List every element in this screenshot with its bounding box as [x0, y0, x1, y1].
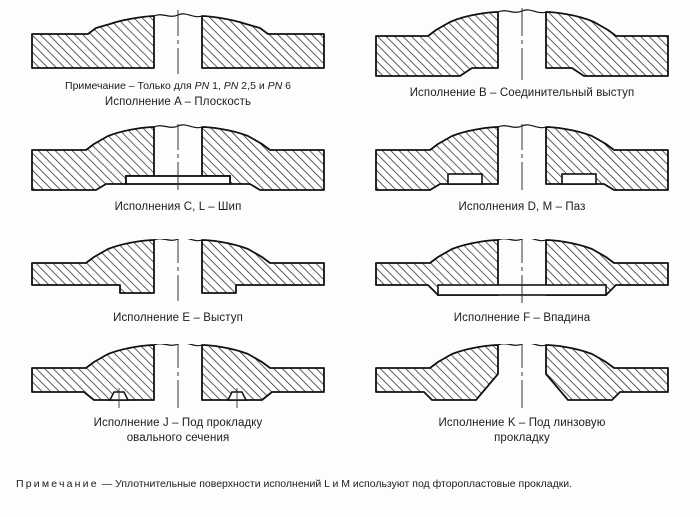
flange-body-cl — [31, 124, 325, 191]
flange-body-j — [31, 344, 325, 408]
figure-caption-j-line2: овального сечения — [126, 432, 230, 444]
figure-caption-b: Исполнение B – Соединительный выступ — [409, 87, 635, 99]
flange-section-cl — [31, 124, 325, 191]
footer-note-lead: Примечание — [16, 478, 99, 490]
pn-label: PN — [223, 80, 239, 92]
figure-caption-k-line2: прокладку — [494, 432, 550, 444]
figure-caption-k-line1: Исполнение K – Под линзовую — [438, 417, 606, 429]
figure-cell-j: Исполнение J – Под прокладку овального с… — [8, 344, 348, 446]
figure-caption-k: Исполнение K – Под линзовую прокладку — [352, 416, 692, 446]
figure-cell-cl: Исполнения C, L – Шип — [8, 124, 348, 215]
figure-prenote-a: Примечание – Только для PN 1, PN 2,5 и P… — [65, 80, 291, 92]
footer-note-text: Примечание — Уплотнительные поверхности … — [16, 476, 686, 492]
break-line-e — [153, 239, 203, 242]
flange-section-j — [31, 344, 325, 408]
flange-section-e — [31, 239, 325, 301]
flange-section-dm — [375, 124, 669, 191]
flange-body-k — [375, 344, 669, 408]
flange-body-a — [31, 10, 325, 74]
break-line-f — [497, 239, 547, 242]
flange-body-e — [31, 239, 325, 301]
figure-caption-e: Исполнение E – Выступ — [113, 312, 243, 324]
flange-section-a — [31, 10, 325, 74]
sheet-footer-note: Примечание — Уплотнительные поверхности … — [0, 476, 700, 492]
figure-caption-a: Исполнение A – Плоскость — [104, 96, 252, 108]
figure-caption-cl: Исполнения C, L – Шип — [114, 201, 242, 213]
figure-cell-dm: Исполнения D, M – Паз — [352, 124, 692, 215]
figure-grid: Примечание – Только для PN 1, PN 2,5 и P… — [8, 6, 692, 446]
figure-caption-j-line1: Исполнение J – Под прокладку — [93, 417, 263, 429]
figure-cell-k: Исполнение K – Под линзовую прокладку — [352, 344, 692, 446]
footer-note-body: Уплотнительные поверхности исполнений L … — [115, 478, 573, 490]
figure-caption-dm: Исполнения D, M – Паз — [458, 201, 586, 213]
flange-section-f — [375, 239, 669, 303]
figure-caption-f: Исполнение F – Впадина — [453, 312, 591, 324]
flange-section-b — [375, 8, 669, 80]
groove-pocket-left-dm — [447, 173, 483, 185]
flange-body-dm — [375, 124, 669, 191]
break-line-j — [153, 344, 203, 347]
groove-pocket-right-dm — [561, 173, 597, 185]
pn-label: PN — [194, 80, 210, 92]
figure-cell-a: Примечание – Только для PN 1, PN 2,5 и P… — [8, 6, 348, 110]
figure-caption-j: Исполнение J – Под прокладку овального с… — [8, 416, 348, 446]
figure-cell-e: Исполнение E – Выступ — [8, 239, 348, 326]
flange-body-b — [375, 8, 669, 80]
figure-cell-f: Исполнение F – Впадина — [352, 239, 692, 326]
flange-section-k — [375, 344, 669, 408]
footer-note-dash: — — [98, 478, 116, 490]
flange-body-f — [375, 239, 669, 303]
figure-cell-b: Исполнение B – Соединительный выступ — [352, 6, 692, 101]
break-line-k — [497, 344, 547, 347]
pn-label: PN — [267, 80, 283, 92]
